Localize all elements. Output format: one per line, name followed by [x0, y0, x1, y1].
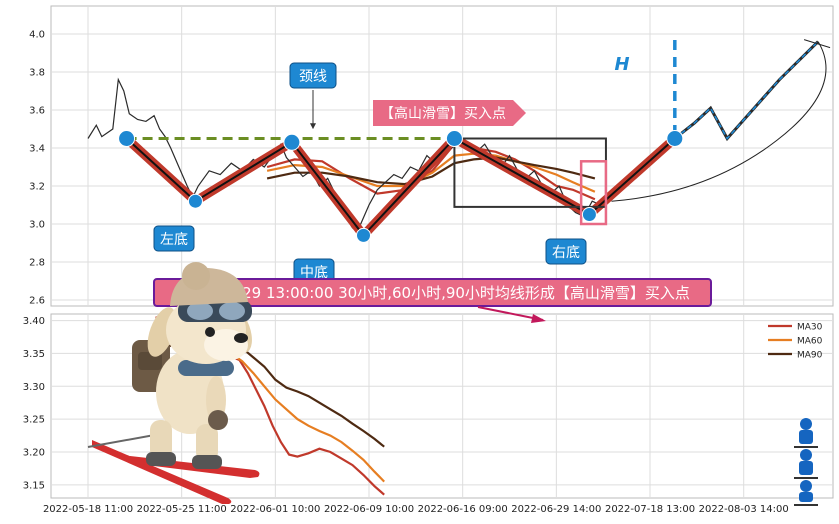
skier-icon: [794, 480, 818, 506]
projection-line: [674, 41, 819, 140]
x-axis: 2022-05-18 11:00 2022-05-25 11:00 2022-06-…: [43, 504, 789, 515]
x-tick-label: 2022-05-25 11:00: [137, 504, 227, 515]
target-projection: [611, 39, 831, 202]
top-y-axis: 2.6 2.8 3.0 3.2 3.4 3.6 3.8 4.0: [29, 30, 45, 307]
pattern-markers: [118, 130, 684, 243]
x-tick-label: 2022-06-09 10:00: [324, 504, 414, 515]
y-tick-label: 3.0: [29, 220, 45, 231]
skier-icon: [794, 449, 818, 479]
right-bottom-label: 右底: [552, 245, 580, 261]
y-tick-label: 3.20: [23, 448, 45, 459]
legend-label: MA90: [797, 351, 823, 361]
pattern-point-marker: [283, 133, 301, 151]
y-tick-label: 3.6: [29, 106, 45, 117]
pattern-point-marker: [356, 227, 371, 243]
target-endpoint: [803, 39, 831, 49]
y-tick-label: 4.0: [29, 30, 45, 41]
y-tick-label: 3.40: [23, 316, 45, 327]
legend: MA30 MA60 MA90: [768, 323, 823, 361]
right-bottom-highlight: [579, 160, 608, 226]
y-tick-label: 3.15: [23, 480, 45, 491]
y-tick-label: 3.35: [23, 349, 45, 360]
pattern-point-marker: [187, 193, 203, 209]
pattern-point-marker: [445, 130, 463, 147]
pattern-point-marker: [118, 130, 136, 147]
target-height-label: H: [614, 54, 629, 75]
x-tick-label: 2022-06-16 09:00: [418, 504, 508, 515]
target-curve: [611, 41, 827, 202]
pattern-boxes: [453, 137, 608, 226]
legend-label: MA30: [797, 323, 823, 333]
y-tick-label: 2.6: [29, 296, 45, 307]
legend-label: MA60: [797, 337, 823, 347]
skier-icon-stack: [794, 418, 818, 506]
middle-bottom-label: 中底: [300, 265, 328, 281]
x-tick-label: 2022-08-03 14:00: [699, 504, 789, 515]
pattern-point-marker: [666, 130, 684, 147]
y-tick-label: 3.4: [29, 144, 45, 155]
y-tick-label: 3.8: [29, 68, 45, 79]
neckline-label: 颈线: [299, 69, 327, 85]
y-tick-label: 2.8: [29, 258, 45, 269]
pattern-point-marker: [581, 207, 597, 222]
bottom-y-axis: 3.15 3.20 3.25 3.30 3.35 3.40: [23, 316, 45, 491]
buy-point-label: 【高山滑雪】买入点: [380, 105, 506, 122]
signal-banner-text: 2022-06-29 13:00:00 30小时,60小时,90小时均线形成【高…: [174, 284, 690, 302]
x-tick-label: 2022-07-18 13:00: [605, 504, 695, 515]
neckline-callout: 颈线: [289, 62, 337, 130]
x-tick-label: 2022-05-18 11:00: [43, 504, 133, 515]
y-tick-label: 3.30: [23, 382, 45, 393]
skier-icon: [794, 418, 818, 448]
buy-point-callout: 【高山滑雪】买入点: [373, 100, 526, 126]
y-tick-label: 3.25: [23, 415, 45, 426]
x-tick-label: 2022-06-01 10:00: [230, 504, 320, 515]
left-bottom-label: 左底: [160, 232, 188, 248]
skiing-dog-icon: [87, 262, 260, 504]
signal-banner: 2022-06-29 13:00:00 30小时,60小时,90小时均线形成【高…: [153, 278, 712, 323]
y-tick-label: 3.2: [29, 182, 45, 193]
left-bottom-callout: 左底: [153, 225, 195, 252]
x-tick-label: 2022-06-29 14:00: [511, 504, 601, 515]
right-bottom-callout: 右底: [545, 238, 587, 265]
